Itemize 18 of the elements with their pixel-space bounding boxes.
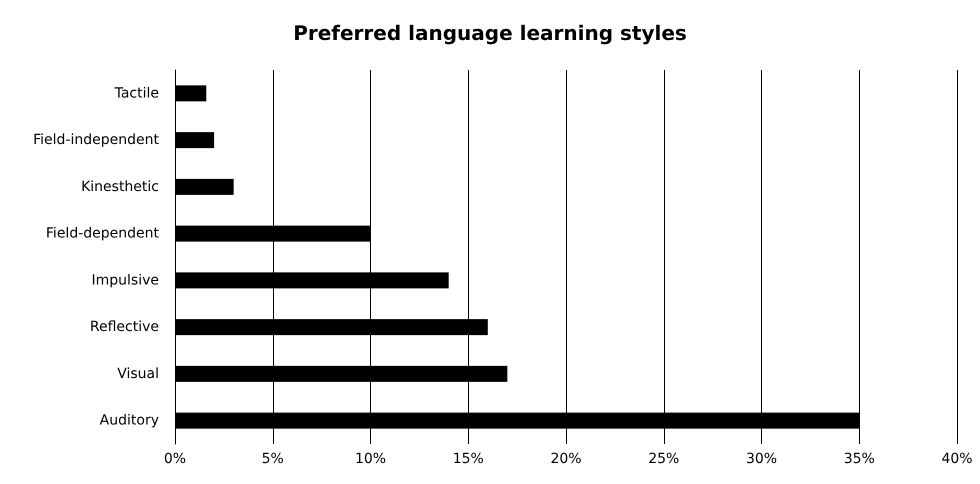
x-tick-label: 10% [354,451,386,467]
y-tick-label: Tactile [114,85,159,102]
y-tick-label: Field-dependent [46,226,160,242]
y-tick-label: Kinesthetic [81,178,159,195]
y-tick-label: Reflective [90,319,159,336]
y-tick-label: Visual [117,366,159,382]
y-tick-label: Field-independent [33,132,160,148]
x-tick-label: 30% [746,451,778,467]
x-tick-label: 0% [164,451,186,467]
y-tick-label: Impulsive [92,272,159,288]
x-tick-label: 15% [452,451,484,467]
x-tick-label: 5% [262,451,284,467]
x-tick-label: 20% [550,451,582,467]
x-tick-label: 40% [941,451,973,467]
chart-title: Preferred language learning styles [293,21,687,45]
x-tick-label: 35% [844,451,875,467]
y-tick-label: Auditory [100,412,159,429]
x-tick-label: 25% [648,451,680,467]
